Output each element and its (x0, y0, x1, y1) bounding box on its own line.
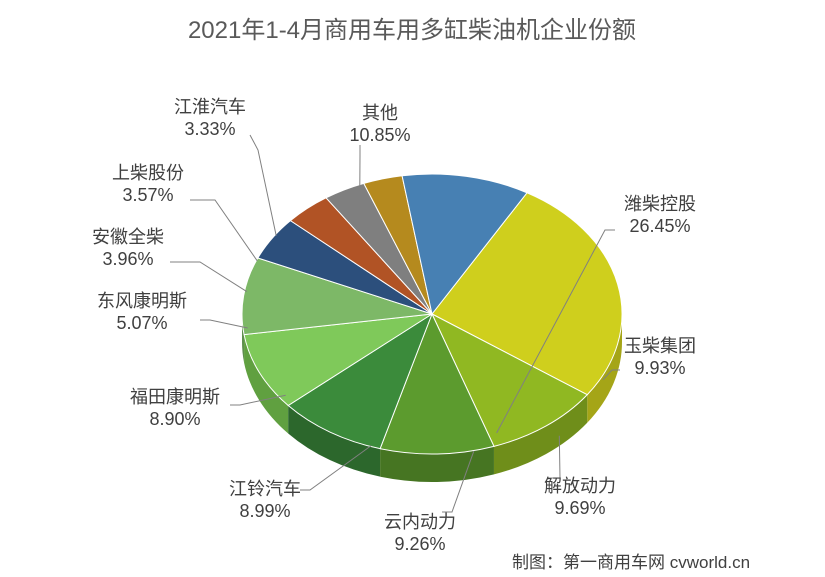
slice-percent-label: 9.69% (554, 498, 605, 518)
slice-name-label: 东风康明斯 (97, 291, 187, 311)
pie-top (242, 174, 622, 454)
slice-name-label: 江铃汽车 (229, 479, 301, 499)
slice-percent-label: 26.45% (629, 216, 690, 236)
slice-name-label: 潍柴控股 (624, 194, 696, 214)
slice-percent-label: 9.26% (394, 534, 445, 554)
slice-name-label: 解放动力 (544, 476, 616, 496)
slice-name-label: 江淮汽车 (174, 97, 246, 117)
slice-name-label: 玉柴集团 (624, 336, 696, 356)
chart-credit: 制图：第一商用车网 cvworld.cn (512, 553, 750, 572)
slice-name-label: 福田康明斯 (130, 387, 220, 407)
slice-percent-label: 8.99% (239, 501, 290, 521)
chart-root: 2021年1-4月商用车用多缸柴油机企业份额潍柴控股26.45% 玉柴集团9.93… (0, 0, 825, 577)
slice-percent-label: 5.07% (116, 313, 167, 333)
slice-percent-label: 10.85% (349, 125, 410, 145)
slice-percent-label: 8.90% (149, 409, 200, 429)
slice-percent-label: 3.96% (102, 249, 153, 269)
slice-name-label: 安徽全柴 (92, 227, 164, 247)
slice-name-label: 云内动力 (384, 512, 456, 532)
pie-chart-svg: 2021年1-4月商用车用多缸柴油机企业份额潍柴控股26.45% 玉柴集团9.93… (0, 0, 825, 577)
slice-name-label: 上柴股份 (112, 163, 184, 183)
slice-percent-label: 3.57% (122, 185, 173, 205)
slice-percent-label: 3.33% (184, 119, 235, 139)
slice-percent-label: 9.93% (634, 358, 685, 378)
chart-title: 2021年1-4月商用车用多缸柴油机企业份额 (188, 17, 636, 44)
slice-name-label: 其他 (362, 103, 398, 123)
